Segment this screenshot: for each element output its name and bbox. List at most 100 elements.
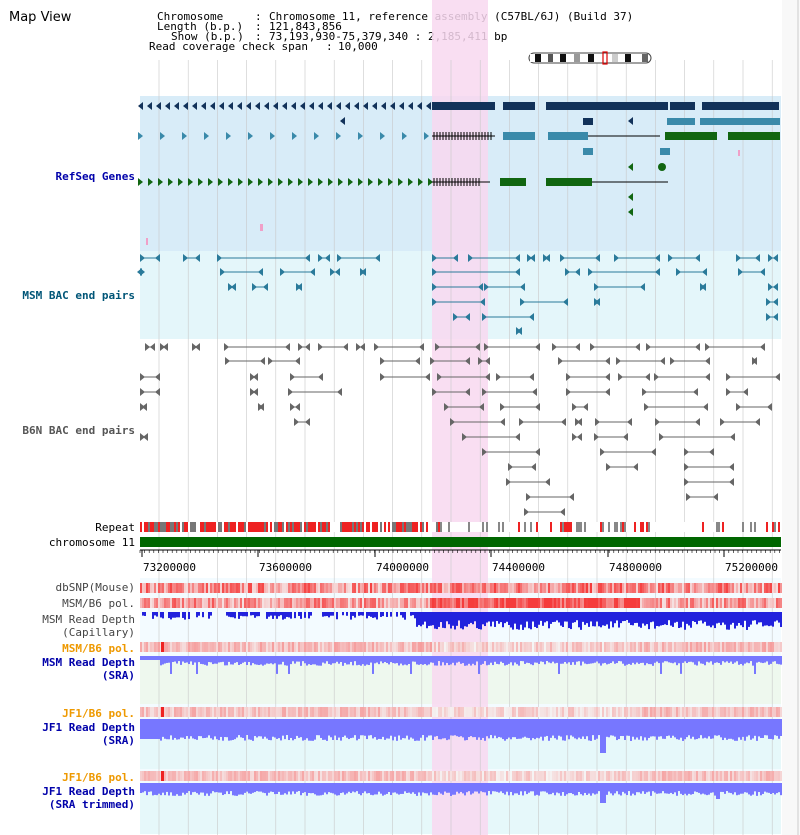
msm-b6-pol2-cell: [596, 642, 598, 652]
jf1-b6-pol2-cell: [188, 771, 190, 781]
jf1-b6-pol2-cell: [326, 771, 328, 781]
msm-b6-pol-cell: [378, 598, 380, 608]
msm-capillary-depth-bar: [162, 612, 164, 619]
jf1-b6-pol2-cell: [170, 771, 172, 781]
jf1-b6-pol-cell: [498, 707, 500, 717]
b6n-bac-pair-end: [566, 373, 571, 381]
jf1-b6-pol-cell: [712, 707, 714, 717]
jf1-trim-depth-bar: [750, 783, 752, 796]
msm-capillary-depth-bar: [492, 612, 494, 622]
jf1-b6-pol-cell: [496, 707, 498, 717]
jf1-sra-depth-bar: [572, 719, 574, 737]
jf1-b6-pol2-cell: [640, 771, 642, 781]
dbsnp-cell: [312, 583, 314, 593]
msm-sra-depth-bar: [274, 656, 276, 664]
jf1-b6-pol-cell: [412, 707, 414, 717]
jf1-trim-depth-bar: [158, 783, 160, 794]
msm-b6-pol2-cell: [344, 642, 346, 652]
repeat-feature: [420, 522, 422, 532]
dbsnp-cell: [158, 583, 160, 593]
msm-sra-depth-bar: [402, 656, 404, 666]
dbsnp-cell: [772, 583, 774, 593]
jf1-sra-depth-bar: [148, 719, 150, 739]
b6n-bac-pair-end: [250, 373, 255, 381]
dbsnp-cell: [610, 583, 612, 593]
b6n-bac-pair-end: [767, 403, 772, 411]
repeat-feature: [204, 522, 206, 532]
msm-sra-depth-bar: [406, 656, 408, 666]
jf1-b6-pol2-cell: [760, 771, 762, 781]
repeat-feature: [148, 522, 150, 532]
msm-sra-depth-bar: [572, 656, 574, 663]
jf1-sra-depth-bar: [288, 719, 290, 741]
dbsnp-cell: [224, 583, 226, 593]
msm-sra-depth-bar: [614, 656, 616, 664]
dbsnp-cell: [154, 583, 156, 593]
gene-arrow: [338, 178, 343, 186]
msm-b6-pol2-cell: [666, 642, 668, 652]
msm-bac-pair-end: [773, 298, 778, 306]
jf1-trim-depth-bar: [710, 783, 712, 793]
msm-b6-pol-cell: [584, 598, 586, 608]
msm-sra-depth-bar: [610, 656, 612, 664]
msm-b6-pol2-cell: [380, 642, 382, 652]
jf1-sra-depth-bar: [388, 719, 390, 739]
b6n-bac-pair-end: [595, 418, 600, 426]
jf1-b6-pol2-cell: [668, 771, 670, 781]
jf1-b6-pol-cell: [320, 707, 322, 717]
msm-b6-pol2-cell: [708, 642, 710, 652]
repeat-feature: [404, 522, 406, 532]
msm-b6-pol2-cell: [454, 642, 456, 652]
msm-b6-pol-cell: [620, 598, 622, 608]
jf1-sra-depth-bar: [624, 719, 626, 740]
msm-capillary-depth-bar: [538, 612, 540, 625]
msm-b6-pol-cell: [266, 598, 268, 608]
jf1-sra-depth-bar: [450, 719, 452, 736]
b6n-bac-pair-end: [500, 418, 505, 426]
jf1-b6-pol2-cell: [302, 771, 304, 781]
track-label-msm-bac[interactable]: MSM BAC end pairs: [22, 289, 135, 302]
gene-arrow: [291, 102, 296, 110]
jf1-trim-depth-bar: [440, 783, 442, 794]
jf1-sra-depth-bar: [248, 719, 250, 740]
msm-b6-pol-cell: [144, 598, 146, 608]
gene-arrow: [288, 178, 293, 186]
dbsnp-cell: [476, 583, 478, 593]
jf1-b6-pol-cell: [724, 707, 726, 717]
msm-sra-depth-bar: [540, 656, 542, 662]
msm-b6-pol2-cell: [450, 642, 452, 652]
track-label-refseq[interactable]: RefSeq Genes: [55, 170, 135, 183]
msm-b6-pol2-cell: [272, 642, 274, 652]
jf1-trim-depth-bar: [776, 783, 778, 794]
repeat-feature: [326, 522, 328, 532]
jf1-b6-pol2-cell: [144, 771, 146, 781]
msm-capillary-depth-bar: [682, 612, 684, 622]
msm-b6-pol2-cell: [524, 642, 526, 652]
track-label-b6n-bac[interactable]: B6N BAC end pairs: [22, 424, 135, 437]
jf1-b6-pol-cell: [568, 707, 570, 717]
jf1-b6-pol-cell: [480, 707, 482, 717]
msm-capillary-depth-bar: [476, 612, 478, 629]
msm-b6-pol2-cell: [724, 642, 726, 652]
jf1-trim-depth-bar: [310, 783, 312, 794]
jf1-b6-pol2-cell: [558, 771, 560, 781]
msm-sra-depth-bar: [444, 656, 446, 666]
gene-arrow: [258, 178, 263, 186]
jf1-b6-pol2-cell: [212, 771, 214, 781]
dbsnp-cell: [330, 583, 332, 593]
msm-sra-depth-bar: [620, 656, 622, 662]
msm-capillary-depth-bar: [156, 612, 158, 617]
msm-bac-pair-end: [614, 254, 619, 262]
jf1-sra-depth-bar: [444, 719, 446, 739]
msm-b6-pol2-cell: [324, 642, 326, 652]
msm-capillary-depth-bar: [638, 612, 640, 627]
msm-sra-depth-bar: [374, 656, 376, 664]
msm-sra-depth-bar: [624, 656, 626, 666]
dbsnp-cell: [406, 583, 408, 593]
jf1-b6-pol-cell: [522, 707, 524, 717]
msm-capillary-depth-bar: [742, 612, 744, 628]
msm-sra-depth-bar: [538, 656, 540, 664]
jf1-trim-depth-bar: [760, 783, 762, 796]
jf1-trim-depth-bar: [362, 783, 364, 794]
